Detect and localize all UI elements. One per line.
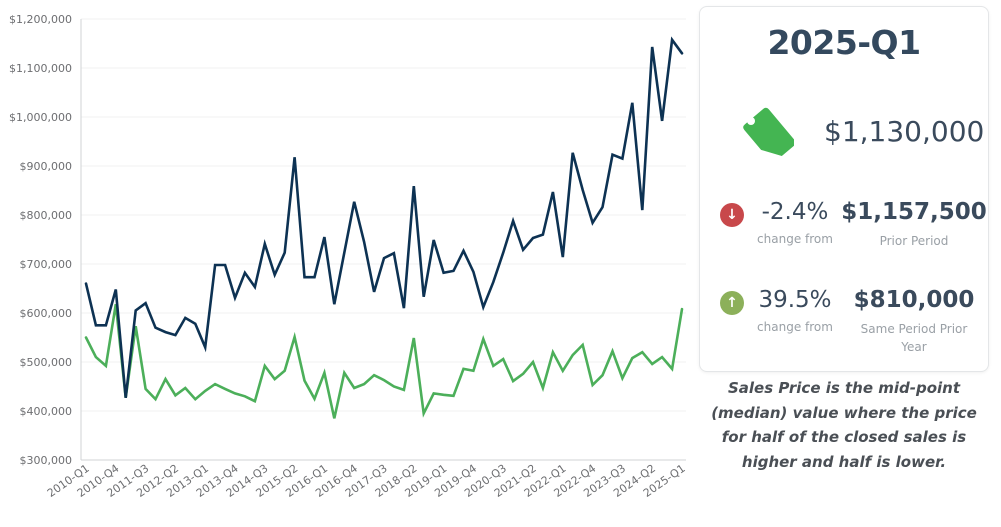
summary-panel: 2025-Q1 $1,130,000 ↓ -2.4% change from $… xyxy=(699,6,989,372)
price-tag-icon xyxy=(743,107,794,156)
definition-note: Sales Price is the mid-point (median) va… xyxy=(711,379,977,471)
y-tick-label: $500,000 xyxy=(20,356,73,369)
prior-period-comparison: ↓ -2.4% change from $1,157,500 Prior Per… xyxy=(700,199,988,270)
prior-year-value: $810,000 xyxy=(853,287,975,313)
gridlines xyxy=(81,18,686,461)
prior-year-change: 39.5% xyxy=(758,287,832,313)
arrow-up-icon: ↑ xyxy=(720,291,744,315)
y-tick-label: $1,100,000 xyxy=(9,62,72,75)
y-tick-label: $400,000 xyxy=(20,405,73,418)
sales-price-line-chart: $300,000 $400,000 $500,000 $600,000 $700,000… xyxy=(9,13,688,500)
prior-period-change-label: change from xyxy=(757,232,833,246)
prior-year-change-label: change from xyxy=(757,320,833,334)
y-tick-label: $1,000,000 xyxy=(9,111,72,124)
arrow-down-icon: ↓ xyxy=(720,203,744,227)
y-tick-label: $600,000 xyxy=(20,307,73,320)
y-axis: $300,000 $400,000 $500,000 $600,000 $700,000… xyxy=(9,13,82,467)
prior-period-change: -2.4% xyxy=(761,199,829,225)
series-line xyxy=(84,303,684,419)
current-value: $1,130,000 xyxy=(824,115,985,148)
prior-year-comparison: ↑ 39.5% change from $810,000 Same Period… xyxy=(700,287,988,358)
prior-period-value: $1,157,500 xyxy=(841,199,987,225)
prior-period-label: Prior Period xyxy=(879,234,949,248)
period-title: 2025-Q1 xyxy=(767,23,921,62)
y-tick-label: $900,000 xyxy=(20,160,73,173)
y-tick-label: $1,200,000 xyxy=(9,13,72,26)
series-line xyxy=(84,36,684,398)
y-tick-label: $800,000 xyxy=(20,209,73,222)
x-axis: 2010-Q12010-Q42011-Q32012-Q22013-Q12013-… xyxy=(45,462,688,500)
y-tick-label: $700,000 xyxy=(20,258,73,271)
y-tick-label: $300,000 xyxy=(20,454,73,467)
series-lines xyxy=(84,36,684,419)
prior-year-label: Same Period Prior Year xyxy=(860,322,968,354)
